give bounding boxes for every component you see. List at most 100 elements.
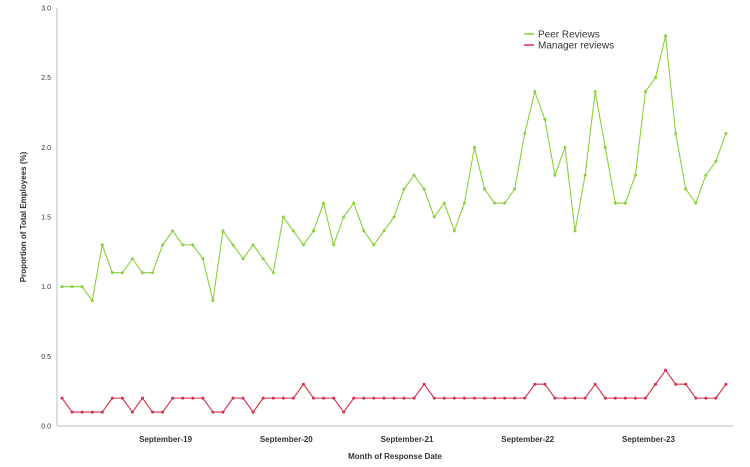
data-point <box>90 299 94 303</box>
data-point <box>402 187 406 191</box>
data-point <box>301 382 305 386</box>
data-point <box>191 396 195 400</box>
series-manager-reviews <box>60 368 728 414</box>
data-point <box>261 396 265 400</box>
data-point <box>181 396 185 400</box>
data-point <box>442 201 446 205</box>
data-point <box>211 299 215 303</box>
data-point <box>251 243 255 247</box>
data-point <box>161 243 165 247</box>
data-point <box>221 229 225 233</box>
data-point <box>694 201 698 205</box>
data-point <box>70 285 74 289</box>
data-point <box>332 396 336 400</box>
data-point <box>543 382 547 386</box>
data-point <box>362 396 366 400</box>
data-point <box>241 396 245 400</box>
data-point <box>161 410 165 414</box>
data-point <box>402 396 406 400</box>
data-point <box>694 396 698 400</box>
data-point <box>362 229 366 233</box>
x-axis-title: Month of Response Date <box>348 452 442 461</box>
data-point <box>60 285 64 289</box>
data-point <box>603 396 607 400</box>
y-tick-label: 1.5 <box>41 215 51 222</box>
data-point <box>100 243 104 247</box>
data-point <box>332 243 336 247</box>
x-tick-label: September-21 <box>381 435 434 444</box>
data-point <box>553 396 557 400</box>
data-point <box>392 396 396 400</box>
data-point <box>372 243 376 247</box>
data-point <box>452 229 456 233</box>
data-point <box>674 131 678 135</box>
data-point <box>533 382 537 386</box>
data-point <box>231 396 235 400</box>
data-point <box>483 396 487 400</box>
data-point <box>80 285 84 289</box>
series-layer <box>60 34 728 414</box>
x-tick-label: September-19 <box>139 435 192 444</box>
data-point <box>633 396 637 400</box>
data-point <box>281 215 285 219</box>
data-point <box>171 229 175 233</box>
data-point <box>130 257 134 261</box>
data-point <box>301 243 305 247</box>
data-point <box>251 410 255 414</box>
series-peer-reviews <box>60 34 728 303</box>
x-tick-label: September-22 <box>501 435 554 444</box>
data-point <box>291 396 295 400</box>
data-point <box>442 396 446 400</box>
data-point <box>724 131 728 135</box>
data-point <box>90 410 94 414</box>
data-point <box>472 396 476 400</box>
data-point <box>221 410 225 414</box>
data-point <box>523 396 527 400</box>
data-point <box>322 201 326 205</box>
data-point <box>120 271 124 275</box>
data-point <box>312 229 315 233</box>
y-tick-label: 0.5 <box>41 354 51 361</box>
data-point <box>714 159 718 163</box>
data-point <box>704 396 708 400</box>
data-point <box>462 396 466 400</box>
y-tick-label: 0.0 <box>41 424 51 431</box>
data-point <box>271 271 275 275</box>
x-tick-label: September-23 <box>622 435 675 444</box>
data-point <box>352 201 356 205</box>
legend-item: Peer Reviews <box>524 30 600 41</box>
series-line <box>62 35 727 302</box>
data-point <box>684 187 688 191</box>
data-point <box>201 257 205 261</box>
data-point <box>553 173 557 177</box>
data-point <box>382 229 386 233</box>
data-point <box>412 396 416 400</box>
data-point <box>613 396 617 400</box>
data-point <box>633 173 637 177</box>
y-tick-label: 2.0 <box>41 145 51 152</box>
data-point <box>493 201 497 205</box>
data-point <box>151 410 155 414</box>
data-point <box>452 396 456 400</box>
legend-item: Manager reviews <box>524 41 614 52</box>
data-point <box>312 396 315 400</box>
data-point <box>191 243 195 247</box>
data-point <box>432 396 436 400</box>
data-point <box>422 382 426 386</box>
data-point <box>140 271 144 275</box>
data-point <box>392 215 396 219</box>
data-point <box>724 382 728 386</box>
data-point <box>352 396 356 400</box>
data-point <box>493 396 497 400</box>
data-point <box>714 396 718 400</box>
data-point <box>261 257 265 261</box>
data-point <box>271 396 275 400</box>
data-point <box>613 201 617 205</box>
data-point <box>543 117 547 121</box>
data-point <box>643 90 647 94</box>
data-point <box>322 396 326 400</box>
chart-axes <box>56 8 733 427</box>
data-point <box>151 271 155 275</box>
data-point <box>573 396 577 400</box>
data-point <box>623 396 627 400</box>
